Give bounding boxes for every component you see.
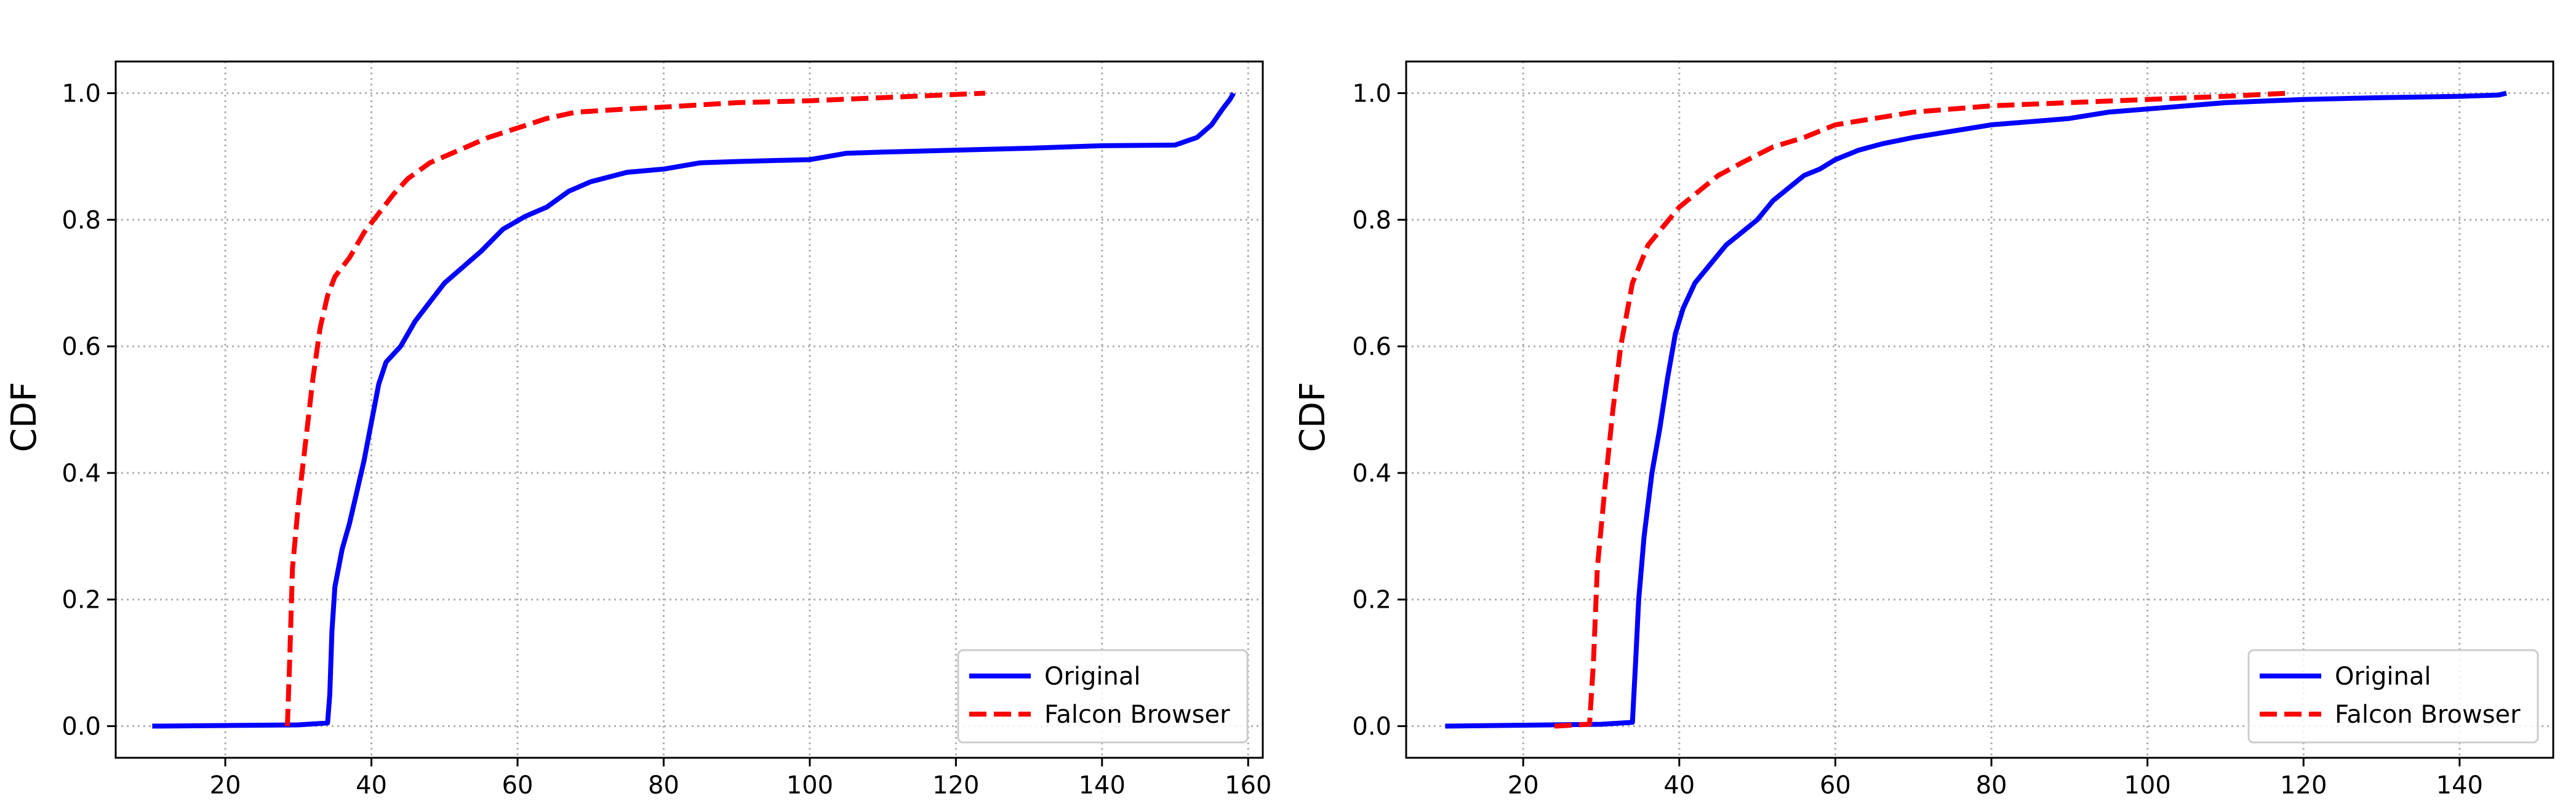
left-y-tick-label: 0.4 [62, 459, 101, 488]
right-x-tick-label: 60 [1820, 771, 1851, 800]
right-x-tick-label: 120 [2280, 771, 2327, 800]
left-legend-label-falcon-browser: Falcon Browser [1044, 701, 1230, 729]
right-x-tick-label: 140 [2436, 771, 2483, 800]
left-x-tick-label: 120 [932, 771, 979, 800]
left-x-tick-label: 100 [786, 771, 833, 800]
left-cdf-panel: CDF 20 40 60 80 100 120 140 160 0.0 0.2 0.4 0.6 0.8 1… [4, 60, 1271, 800]
right-legend-label-falcon-browser: Falcon Browser [2335, 701, 2521, 729]
left-axes-frame [114, 60, 1264, 759]
right-y-tick-label: 0.6 [1352, 333, 1391, 361]
left-y-axis-label: CDF [4, 382, 44, 452]
left-y-tick-label: 0.8 [62, 206, 101, 234]
right-legend: Original Falcon Browser [2247, 649, 2539, 744]
left-legend-box [957, 649, 1249, 744]
left-x-tick-label: 60 [502, 771, 534, 800]
left-legend-label-original: Original [1044, 662, 1141, 691]
left-y-tick-label: 0.0 [62, 713, 101, 741]
left-x-tick-label: 80 [648, 771, 679, 800]
right-axes-frame [1405, 60, 2554, 759]
right-x-tick-label: 20 [1508, 771, 1539, 800]
right-y-tick-label: 0.4 [1352, 459, 1391, 488]
left-x-tick-label: 20 [210, 771, 241, 800]
right-y-tick-label: 1.0 [1352, 79, 1391, 108]
right-x-tick-label: 40 [1663, 771, 1695, 800]
right-y-tick-label: 0.8 [1352, 206, 1391, 234]
left-series-original-line [152, 92, 1236, 729]
right-cdf-panel: CDF 20 40 60 80 100 120 140 0.0 0.2 0.4 0.6 0.8 1.0 O… [1293, 60, 2554, 800]
left-x-tick-label: 40 [356, 771, 387, 800]
left-x-tick-label: 140 [1079, 771, 1126, 800]
left-series-falcon-browser-line [285, 90, 985, 726]
right-legend-label-original: Original [2335, 662, 2431, 691]
right-series-original-line [1445, 90, 2507, 729]
left-y-tick-label: 0.2 [62, 586, 101, 614]
right-legend-box [2247, 649, 2539, 744]
left-x-tick-label: 160 [1225, 771, 1271, 800]
right-y-tick-label: 0.0 [1352, 713, 1391, 741]
left-y-tick-label: 0.6 [62, 333, 101, 361]
left-legend: Original Falcon Browser [957, 649, 1249, 744]
right-x-tick-label: 80 [1976, 771, 2007, 800]
left-y-tick-label: 1.0 [62, 79, 101, 108]
right-x-tick-label: 100 [2124, 771, 2170, 800]
right-series-falcon-browser-line [1554, 90, 2289, 729]
right-y-axis-label: CDF [1293, 382, 1333, 452]
right-y-tick-label: 0.2 [1352, 586, 1391, 614]
